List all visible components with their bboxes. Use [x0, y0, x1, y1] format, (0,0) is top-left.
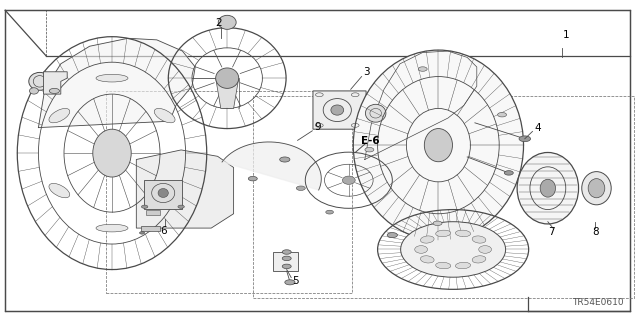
Ellipse shape: [29, 72, 51, 90]
Circle shape: [519, 136, 531, 142]
Ellipse shape: [456, 262, 470, 269]
Ellipse shape: [456, 230, 470, 237]
Ellipse shape: [472, 236, 486, 243]
Ellipse shape: [93, 129, 131, 177]
Ellipse shape: [96, 224, 128, 232]
Ellipse shape: [29, 88, 38, 94]
Ellipse shape: [158, 189, 168, 197]
Circle shape: [504, 171, 513, 175]
Text: 8: 8: [592, 227, 598, 237]
Polygon shape: [44, 72, 67, 94]
Text: TR54E0610: TR54E0610: [572, 298, 624, 307]
Circle shape: [141, 205, 148, 208]
Ellipse shape: [420, 236, 434, 243]
Ellipse shape: [436, 230, 451, 237]
Ellipse shape: [588, 179, 605, 198]
Text: 5: 5: [292, 276, 299, 286]
Circle shape: [285, 280, 295, 285]
Circle shape: [497, 113, 506, 117]
Text: 6: 6: [160, 226, 166, 236]
Bar: [144, 180, 182, 209]
Ellipse shape: [216, 68, 239, 88]
Ellipse shape: [49, 183, 70, 198]
Circle shape: [433, 221, 442, 226]
Polygon shape: [38, 38, 195, 128]
Ellipse shape: [582, 172, 611, 205]
Text: 1: 1: [563, 30, 570, 40]
Bar: [253, 96, 634, 298]
Text: 7: 7: [548, 227, 555, 237]
Circle shape: [49, 88, 60, 93]
Ellipse shape: [415, 246, 428, 253]
Polygon shape: [216, 78, 239, 108]
Text: 3: 3: [364, 67, 370, 78]
Polygon shape: [365, 51, 477, 160]
Ellipse shape: [479, 246, 492, 253]
Circle shape: [248, 176, 257, 181]
Circle shape: [296, 186, 305, 190]
Ellipse shape: [436, 262, 451, 269]
Circle shape: [418, 67, 427, 71]
Circle shape: [387, 233, 397, 238]
Ellipse shape: [540, 179, 556, 197]
Ellipse shape: [96, 74, 128, 82]
Circle shape: [282, 256, 291, 261]
Ellipse shape: [154, 108, 175, 123]
Ellipse shape: [420, 256, 434, 263]
Text: 9: 9: [314, 122, 321, 132]
Circle shape: [365, 147, 374, 152]
Ellipse shape: [365, 104, 386, 122]
Bar: [106, 91, 352, 293]
Ellipse shape: [401, 222, 506, 277]
Ellipse shape: [49, 108, 70, 123]
Ellipse shape: [154, 183, 175, 198]
Ellipse shape: [342, 176, 355, 184]
Circle shape: [282, 250, 291, 254]
Circle shape: [326, 210, 333, 214]
Bar: [146, 210, 160, 215]
Ellipse shape: [218, 15, 236, 29]
Text: 2: 2: [216, 18, 222, 28]
Circle shape: [282, 264, 291, 269]
Ellipse shape: [472, 256, 486, 263]
Text: 4: 4: [534, 123, 541, 133]
Ellipse shape: [424, 129, 452, 162]
Ellipse shape: [353, 50, 524, 240]
Circle shape: [178, 205, 184, 208]
Bar: [273, 252, 298, 271]
Polygon shape: [222, 142, 321, 190]
Ellipse shape: [517, 152, 579, 224]
Circle shape: [280, 157, 290, 162]
Polygon shape: [136, 150, 234, 228]
Circle shape: [140, 232, 145, 234]
Ellipse shape: [331, 105, 344, 115]
Polygon shape: [313, 91, 366, 129]
Text: E-6: E-6: [360, 136, 380, 146]
Bar: [141, 226, 160, 231]
